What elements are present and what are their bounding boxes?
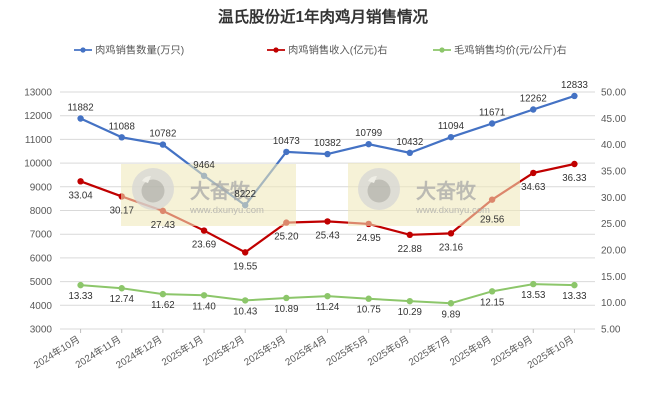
svg-text:11671: 11671 <box>479 108 505 119</box>
svg-text:45.00: 45.00 <box>601 114 626 125</box>
svg-text:33.04: 33.04 <box>68 190 93 201</box>
svg-text:35.00: 35.00 <box>601 167 626 178</box>
svg-text:www.dxunyu.com: www.dxunyu.com <box>189 205 264 216</box>
svg-text:12262: 12262 <box>520 93 547 104</box>
svg-text:10432: 10432 <box>396 137 423 148</box>
svg-text:11.62: 11.62 <box>151 300 175 311</box>
svg-text:13.33: 13.33 <box>68 291 92 302</box>
svg-text:20.00: 20.00 <box>601 246 626 257</box>
svg-text:30.00: 30.00 <box>601 193 626 204</box>
svg-text:25.43: 25.43 <box>315 230 339 241</box>
svg-text:19.55: 19.55 <box>233 261 257 272</box>
svg-text:11000: 11000 <box>25 135 53 146</box>
svg-text:9464: 9464 <box>193 160 215 171</box>
svg-text:10.75: 10.75 <box>357 305 381 316</box>
svg-text:8000: 8000 <box>30 206 53 217</box>
svg-text:13000: 13000 <box>24 88 52 99</box>
svg-text:50.00: 50.00 <box>601 88 626 99</box>
svg-text:10473: 10473 <box>273 136 300 147</box>
svg-text:34.63: 34.63 <box>521 182 545 193</box>
svg-text:13.33: 13.33 <box>562 291 586 302</box>
svg-text:12833: 12833 <box>561 80 588 91</box>
svg-text:40.00: 40.00 <box>601 140 626 151</box>
svg-text:温氏股份近1年肉鸡月销售情况: 温氏股份近1年肉鸡月销售情况 <box>218 7 429 26</box>
svg-text:12.15: 12.15 <box>480 297 504 308</box>
svg-text:10.43: 10.43 <box>233 306 257 317</box>
svg-text:10000: 10000 <box>24 159 52 170</box>
svg-text:9000: 9000 <box>30 182 53 193</box>
svg-text:大奋牧: 大奋牧 <box>416 179 477 203</box>
svg-text:12.74: 12.74 <box>110 294 135 305</box>
svg-text:11.40: 11.40 <box>192 301 216 312</box>
svg-text:10.00: 10.00 <box>601 298 626 309</box>
svg-text:10382: 10382 <box>314 138 341 149</box>
svg-text:13.53: 13.53 <box>521 290 545 301</box>
svg-text:11882: 11882 <box>67 103 93 114</box>
svg-text:10799: 10799 <box>355 128 382 139</box>
svg-text:肉鸡销售数量(万只): 肉鸡销售数量(万只) <box>95 44 184 57</box>
svg-text:肉鸡销售收入(亿元)右: 肉鸡销售收入(亿元)右 <box>288 44 388 57</box>
svg-text:10782: 10782 <box>149 129 176 140</box>
svg-text:8222: 8222 <box>234 189 256 200</box>
svg-text:27.43: 27.43 <box>151 220 175 231</box>
svg-text:12000: 12000 <box>24 111 52 122</box>
svg-text:11088: 11088 <box>109 121 135 132</box>
svg-text:25.20: 25.20 <box>274 232 299 243</box>
svg-text:4000: 4000 <box>30 301 53 312</box>
svg-text:15.00: 15.00 <box>601 272 626 283</box>
svg-text:11.24: 11.24 <box>316 302 340 313</box>
svg-text:24.95: 24.95 <box>357 233 381 244</box>
svg-text:7000: 7000 <box>30 230 53 241</box>
svg-text:毛鸡销售均价(元/公斤)右: 毛鸡销售均价(元/公斤)右 <box>454 44 567 57</box>
svg-text:5000: 5000 <box>30 277 53 288</box>
svg-text:22.88: 22.88 <box>398 244 422 255</box>
svg-text:23.16: 23.16 <box>439 242 463 253</box>
svg-text:6000: 6000 <box>30 253 53 264</box>
svg-text:10.29: 10.29 <box>398 307 422 318</box>
svg-text:11094: 11094 <box>438 121 465 132</box>
svg-text:23.69: 23.69 <box>192 240 216 251</box>
svg-text:25.00: 25.00 <box>601 219 626 230</box>
svg-text:29.56: 29.56 <box>480 215 504 226</box>
svg-text:36.33: 36.33 <box>562 173 586 184</box>
svg-text:5.00: 5.00 <box>601 325 621 336</box>
svg-text:3000: 3000 <box>30 325 53 336</box>
svg-text:www.dxunyu.com: www.dxunyu.com <box>415 205 490 216</box>
svg-text:30.17: 30.17 <box>110 205 134 216</box>
svg-text:9.89: 9.89 <box>442 309 461 320</box>
svg-text:10.89: 10.89 <box>274 304 298 315</box>
